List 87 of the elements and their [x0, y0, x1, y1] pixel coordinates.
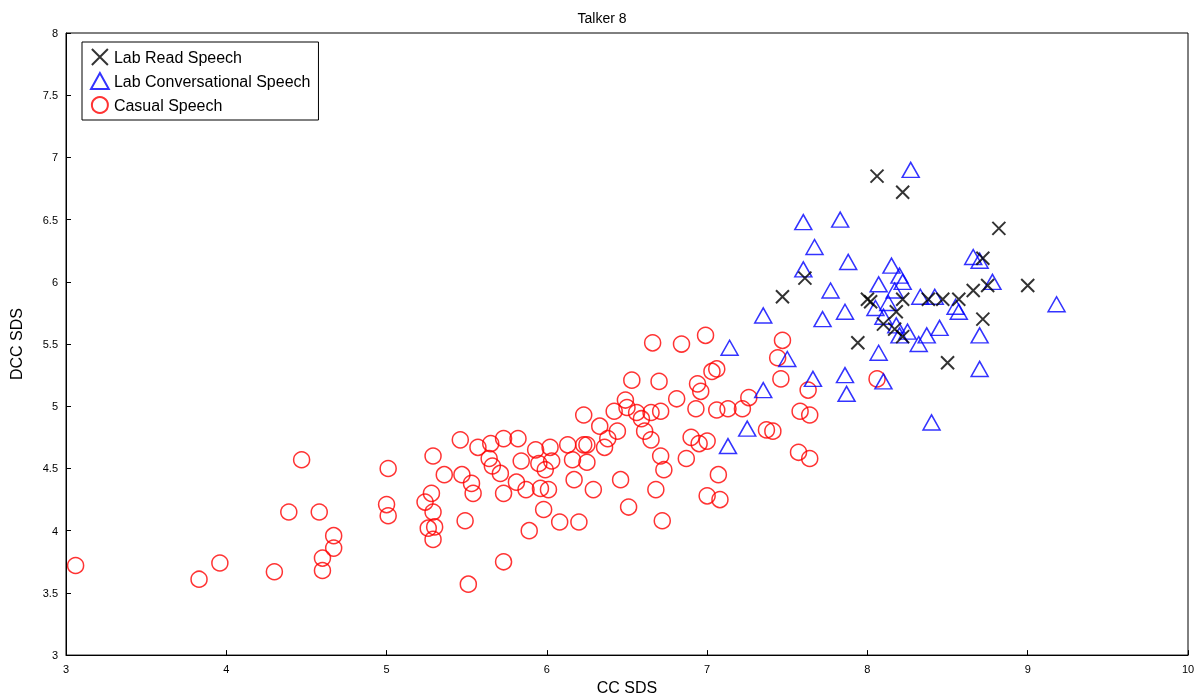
point [720, 339, 739, 357]
point [794, 261, 813, 278]
point [963, 248, 983, 266]
x-tick-label: 9 [1024, 662, 1031, 675]
point [813, 310, 832, 328]
y-tick-label: 4 [51, 524, 58, 537]
legend-label: Lab Read Speech [113, 48, 242, 66]
y-tick-label: 3 [51, 649, 58, 662]
point [975, 311, 991, 327]
point [970, 327, 989, 344]
point [879, 294, 898, 312]
point [803, 370, 823, 388]
point [917, 327, 936, 344]
point [805, 238, 824, 256]
y-tick-label: 6.5 [42, 213, 58, 226]
point [920, 291, 936, 307]
point [975, 250, 991, 266]
point [890, 267, 909, 284]
y-tick-label: 5 [51, 400, 58, 413]
point [821, 282, 840, 299]
point [1020, 278, 1036, 294]
point [778, 350, 797, 368]
point [859, 291, 875, 307]
point [935, 291, 951, 307]
point [882, 257, 901, 274]
point [835, 303, 855, 320]
point [797, 270, 813, 286]
point [887, 317, 906, 334]
point [983, 273, 1002, 291]
point [753, 381, 773, 399]
x-tick-label: 8 [864, 662, 871, 675]
y-tick-label: 4.5 [42, 462, 58, 475]
point [874, 308, 893, 325]
point [866, 299, 885, 317]
y-tick-label: 6 [51, 275, 58, 288]
point [850, 335, 866, 351]
y-tick-label: 3.5 [42, 586, 58, 599]
point [970, 252, 989, 269]
x-tick-label: 10 [1181, 662, 1195, 675]
y-tick-label: 7 [51, 151, 58, 164]
point [895, 184, 911, 200]
point [901, 161, 920, 179]
point [830, 211, 850, 228]
point [898, 323, 917, 340]
point [946, 298, 965, 315]
point [837, 385, 856, 403]
point [911, 288, 930, 306]
point [869, 344, 888, 362]
point [893, 273, 912, 291]
x-tick-label: 5 [383, 662, 390, 675]
x-tick-label: 3 [62, 662, 70, 675]
y-axis-title: DCC SDS [7, 308, 25, 381]
point [1047, 295, 1066, 313]
x-tick-label: 6 [543, 662, 550, 675]
point [890, 327, 909, 344]
point [718, 437, 738, 455]
x-tick-label: 7 [704, 662, 711, 675]
point [875, 316, 891, 332]
legend-label: Casual Speech [113, 96, 223, 114]
point [909, 335, 928, 353]
point [895, 291, 911, 307]
point [970, 360, 989, 378]
point [991, 220, 1007, 236]
y-tick-label: 5.5 [42, 338, 58, 351]
point [874, 373, 893, 390]
y-tick-label: 7.5 [42, 89, 58, 102]
point [869, 276, 888, 293]
legend-label: Lab Conversational Speech [113, 72, 311, 90]
y-tick-label: 8 [51, 27, 58, 39]
point [965, 283, 981, 299]
point [922, 414, 941, 431]
point [753, 307, 773, 324]
point [888, 304, 904, 320]
point [930, 319, 949, 337]
chart-title: Talker 8 [577, 10, 627, 26]
point [925, 288, 944, 306]
point [885, 282, 904, 299]
point [794, 213, 813, 231]
x-axis-title: CC SDS [596, 678, 658, 696]
point [838, 253, 858, 271]
point [940, 355, 956, 371]
point [869, 168, 885, 184]
point [737, 420, 757, 437]
point [774, 289, 790, 305]
point [949, 303, 969, 320]
x-tick-label: 4 [223, 662, 230, 675]
point [835, 366, 855, 384]
